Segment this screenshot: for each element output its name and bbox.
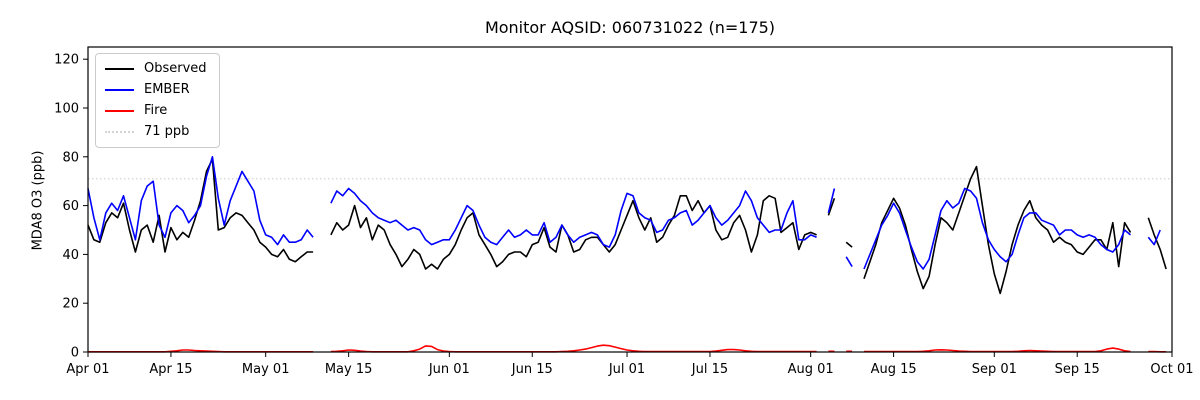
y-tick-label: 40 [62, 248, 79, 263]
series-line-observed [863, 165, 1132, 295]
legend-item-ref71: 71 ppb [105, 124, 207, 140]
legend-item-ember: EMBER [105, 82, 207, 98]
series-line-observed [87, 158, 314, 263]
x-tick-label: Jul 01 [608, 362, 645, 377]
legend-swatch-fire [105, 110, 134, 112]
series-line-ember [827, 188, 836, 214]
series-line-ember [330, 187, 817, 248]
x-tick-label: Oct 01 [1150, 362, 1193, 377]
x-tick-label: Aug 01 [788, 362, 834, 377]
x-tick-label: Jun 01 [428, 362, 470, 377]
legend-label-observed: Observed [144, 61, 207, 76]
y-tick-label: 120 [54, 53, 79, 68]
legend-swatch-ref71 [105, 131, 134, 133]
legend-swatch-observed [105, 68, 134, 70]
legend-label-fire: Fire [144, 103, 168, 118]
legend-item-fire: Fire [105, 103, 207, 119]
chart-title: Monitor AQSID: 060731022 (n=175) [484, 18, 776, 37]
series-line-ember [87, 156, 314, 246]
series-line-ember [1147, 229, 1161, 246]
x-tick-label: May 01 [242, 362, 290, 377]
x-tick-label: Jun 15 [511, 362, 553, 377]
x-tick-label: Aug 15 [871, 362, 917, 377]
series-line-observed [827, 198, 836, 216]
series-line-observed [845, 241, 853, 248]
legend-label-ref71: 71 ppb [144, 124, 190, 139]
series-line-fire [864, 347, 1131, 353]
series-line-observed [1147, 217, 1167, 270]
y-tick-label: 100 [54, 102, 79, 117]
series-line-fire [330, 344, 817, 353]
x-tick-label: Apr 15 [149, 362, 192, 377]
x-tick-label: May 15 [325, 362, 373, 377]
y-tick-label: 20 [62, 297, 79, 312]
x-tick-label: Jul 15 [691, 362, 728, 377]
x-tick-label: Sep 01 [972, 362, 1017, 377]
series-line-ember [863, 187, 1132, 270]
axes-frame [87, 46, 1173, 353]
series-line-ember [845, 256, 853, 268]
y-tick-label: 60 [62, 199, 79, 214]
x-tick-label: Sep 15 [1055, 362, 1100, 377]
series-line-observed [330, 195, 817, 270]
legend-item-observed: Observed [105, 61, 207, 77]
y-tick-label: 0 [71, 346, 79, 361]
legend-swatch-ember [105, 89, 134, 91]
legend-label-ember: EMBER [144, 82, 190, 97]
y-tick-label: 80 [62, 150, 79, 165]
x-tick-label: Apr 01 [66, 362, 109, 377]
legend: Observed EMBER Fire 71 ppb [95, 53, 220, 148]
